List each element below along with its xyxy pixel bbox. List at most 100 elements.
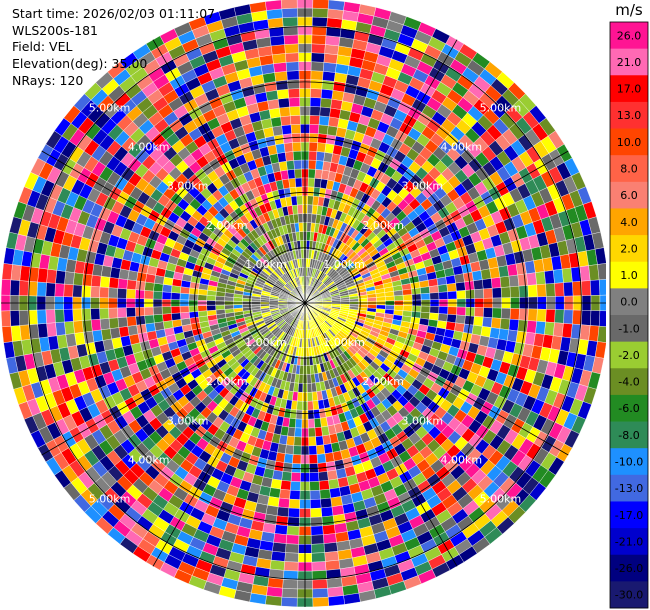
velocity-gate [318,115,330,126]
velocity-gate [545,283,556,297]
colorbar-tick-label: 6.0 [620,189,638,202]
velocity-gate [492,287,502,299]
velocity-gate [321,425,330,437]
velocity-gate [126,279,137,290]
velocity-gate [171,319,183,328]
velocity-gate [1,263,13,281]
velocity-gate [320,497,333,509]
range-ring-label: 1.00km [245,258,287,271]
velocity-gate [289,490,301,500]
velocity-gate [127,324,139,336]
velocity-gate [326,125,338,137]
velocity-gate [545,309,556,323]
velocity-gate [499,275,511,288]
velocity-gate [308,436,317,447]
velocity-gate [489,327,501,340]
velocity-gate [320,88,334,100]
velocity-gate [597,325,606,343]
velocity-gate [420,292,431,301]
colorbar-cell [610,341,648,369]
velocity-gate [108,277,120,289]
velocity-gate [535,321,546,335]
velocity-gate [455,314,466,325]
colorbar-tick-label: 21.0 [617,56,642,69]
colorbar-cell [610,48,648,76]
azimuth-spoke [304,39,458,304]
velocity-colorbar: m/s 26.0 21.0 17.0 13.0 10.0 8.0 6.0 4.0 2.0 1.0 0… [609,1,649,609]
velocity-gate [272,542,287,553]
velocity-gate [118,268,130,280]
colorbar-cell [610,288,648,316]
velocity-gate [295,186,303,197]
range-ring-label: 3.00km [167,180,209,193]
velocity-gate [283,142,294,153]
velocity-gate [287,169,296,180]
velocity-gate [118,326,130,338]
range-ring-label: 5.00km [89,102,131,115]
range-ring-labels: 1.00km 1.00km 1.00km 1.00km 2.00km 2.00km 2.00… [89,102,521,506]
colorbar-tick-label: -8.0 [618,429,639,442]
velocity-gate [10,264,22,281]
velocity-gate [309,97,322,108]
range-ring-label: 5.00km [480,102,522,115]
velocity-gate [161,291,172,300]
velocity-gate [63,308,74,323]
velocity-gate [282,16,298,27]
velocity-gate [311,561,327,572]
velocity-gate [326,577,343,589]
colorbar-cell [610,448,648,476]
velocity-gate [90,318,102,332]
velocity-gate [108,317,120,329]
colorbar-tick-label: 8.0 [620,163,638,176]
velocity-gate [563,281,574,297]
velocity-gate [312,579,328,590]
velocity-gate [492,307,502,319]
velocity-gate [437,313,448,322]
plot-info-block: Start time: 2026/02/03 01:11:07 WLS200s-… [12,6,215,90]
velocity-gate [269,35,285,47]
velocity-gate [322,71,336,82]
velocity-gate [429,292,440,300]
colorbar-cell [610,394,648,422]
velocity-gate [322,524,336,535]
velocity-gate [46,322,57,338]
colorbar-cell [610,421,648,449]
velocity-gate [19,324,31,341]
velocity-gate [275,515,289,527]
velocity-gate [144,314,155,325]
velocity-gate [327,595,345,607]
velocity-gate [294,177,303,188]
velocity-gate [509,308,520,321]
velocity-gate [99,307,110,320]
velocity-gate [318,124,329,135]
velocity-gate [328,478,340,490]
velocity-gate [276,506,290,518]
velocity-gate [436,276,448,286]
velocity-gate [206,295,217,301]
velocity-gate [275,143,286,154]
velocity-gate [63,283,74,298]
velocity-gate [323,62,337,73]
velocity-gate [309,498,322,509]
colorbar-cell [610,128,648,156]
velocity-gate [411,293,422,301]
velocity-gate [206,305,217,311]
colorbar-cell [610,261,648,289]
velocity-gate [310,79,323,90]
colorbar-cell [610,315,648,343]
velocity-gate [316,453,327,464]
velocity-gate [329,107,342,119]
velocity-gate [438,291,449,300]
range-ring-label: 3.00km [402,414,444,427]
velocity-gate [292,454,302,465]
velocity-gate [312,0,330,10]
velocity-gate [265,0,283,11]
velocity-gate [117,307,127,318]
velocity-gate [64,271,75,285]
colorbar-tick-label: 2.0 [620,242,638,255]
velocity-gate [127,270,139,282]
velocity-gate [90,308,101,321]
range-ring-label: 4.00km [128,141,170,154]
velocity-gate [90,274,102,288]
velocity-gate [307,195,314,206]
